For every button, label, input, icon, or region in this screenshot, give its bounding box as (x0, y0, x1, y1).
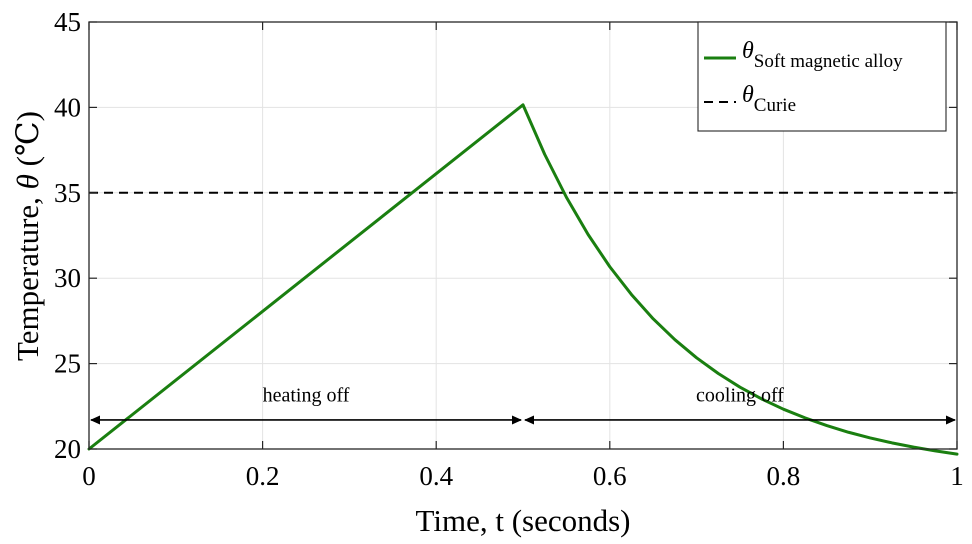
tick-labels: 0 0.2 0.4 0.6 0.8 1 20 25 30 35 40 45 (54, 7, 964, 491)
y-tick-label: 20 (54, 434, 81, 464)
annotation-layer: heating off cooling off (90, 384, 956, 425)
annotation-label-heating-off: heating off (263, 384, 350, 406)
y-axis-label: Temperature, θ (℃) (10, 111, 45, 361)
x-tick-label: 0.8 (767, 461, 801, 491)
legend-symbol-curie: θ (742, 82, 754, 108)
x-tick-label: 0.2 (246, 461, 280, 491)
y-tick-label: 35 (54, 178, 81, 208)
legend: θSoft magnetic alloy θCurie (697, 21, 947, 132)
legend-subscript-soft-magnetic-alloy: Soft magnetic alloy (754, 51, 903, 72)
y-axis-label-prefix: Temperature, (10, 189, 45, 361)
x-tick-label: 0.6 (593, 461, 627, 491)
y-axis-label-suffix: (℃) (10, 111, 45, 174)
legend-box (697, 21, 947, 132)
axes-box (88, 21, 958, 450)
legend-label-soft-magnetic-alloy: θSoft magnetic alloy (742, 38, 903, 72)
x-tick-label: 0.4 (419, 461, 453, 491)
series-line-soft-magnetic-alloy (87, 103, 959, 456)
legend-symbol-soft-magnetic-alloy: θ (742, 38, 754, 64)
series-layer (87, 103, 959, 456)
y-tick-label: 40 (54, 92, 81, 122)
x-tick-label: 0 (82, 461, 96, 491)
x-tick-label: 1 (950, 461, 964, 491)
y-tick-label: 45 (54, 7, 81, 37)
y-tick-label: 25 (54, 349, 81, 379)
legend-subscript-curie: Curie (754, 95, 796, 116)
y-tick-label: 30 (54, 263, 81, 293)
annotation-label-cooling-off: cooling off (696, 384, 784, 406)
x-axis-label: Time, t (seconds) (416, 503, 631, 538)
y-axis-label-symbol: θ (10, 174, 45, 189)
legend-label-curie: θCurie (742, 82, 796, 116)
